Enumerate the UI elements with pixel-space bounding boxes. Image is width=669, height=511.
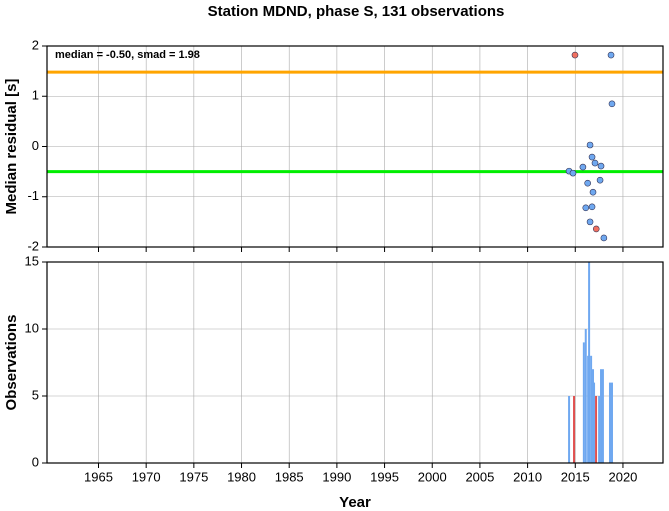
y-axis-label: Observations	[3, 315, 20, 411]
y-tick-label: 1	[32, 88, 39, 103]
y-axis-label: Median residual [s]	[3, 79, 20, 215]
x-tick-label: 2010	[513, 469, 542, 484]
bar	[600, 369, 603, 463]
data-point	[569, 169, 577, 177]
x-axis-label: Year	[339, 494, 371, 511]
plot-frame	[46, 45, 664, 248]
bar	[590, 355, 593, 463]
data-point	[589, 188, 597, 196]
x-tick-label: 1980	[227, 469, 256, 484]
bar	[588, 262, 591, 463]
y-tick-label: -2	[27, 238, 39, 253]
bar	[573, 396, 576, 463]
data-point	[588, 153, 596, 161]
data-point	[592, 225, 600, 233]
bar	[595, 396, 598, 463]
data-point	[588, 203, 596, 211]
bar	[568, 396, 571, 463]
data-point	[600, 234, 608, 242]
x-tick-label: 2000	[418, 469, 447, 484]
y-tick-label: 5	[32, 387, 39, 402]
data-point	[597, 162, 605, 170]
data-point	[586, 218, 594, 226]
x-tick-label: 1975	[179, 469, 208, 484]
x-tick-label: 2005	[465, 469, 494, 484]
chart-title: Station MDND, phase S, 131 observations	[208, 3, 505, 20]
bar	[601, 369, 604, 463]
x-tick-label: 1985	[275, 469, 304, 484]
x-tick-label: 2015	[561, 469, 590, 484]
y-tick-label: 0	[32, 454, 39, 469]
y-tick-label: -1	[27, 188, 39, 203]
plot-frame	[46, 261, 664, 464]
annotation: median = -0.50, smad = 1.98	[55, 49, 200, 61]
x-tick-label: 1965	[84, 469, 113, 484]
bar	[598, 396, 601, 463]
data-point	[586, 141, 594, 149]
data-point	[591, 159, 599, 167]
bar	[584, 329, 587, 463]
data-point	[584, 179, 591, 187]
y-tick-label: 2	[32, 37, 39, 52]
data-point	[607, 51, 615, 59]
bar	[582, 342, 585, 463]
x-tick-label: 1990	[322, 469, 351, 484]
bar	[610, 382, 613, 463]
bar	[593, 382, 596, 463]
y-tick-label: 0	[32, 138, 39, 153]
data-point	[596, 176, 604, 184]
y-tick-label: 15	[25, 253, 39, 268]
x-tick-label: 1995	[370, 469, 399, 484]
x-tick-label: 2020	[608, 469, 637, 484]
y-tick-label: 10	[25, 320, 39, 335]
data-point	[608, 100, 616, 108]
bar	[592, 369, 595, 463]
bar	[608, 382, 611, 463]
x-tick-label: 1970	[132, 469, 161, 484]
data-point	[582, 204, 590, 212]
data-point	[579, 163, 587, 171]
data-point	[571, 51, 579, 59]
